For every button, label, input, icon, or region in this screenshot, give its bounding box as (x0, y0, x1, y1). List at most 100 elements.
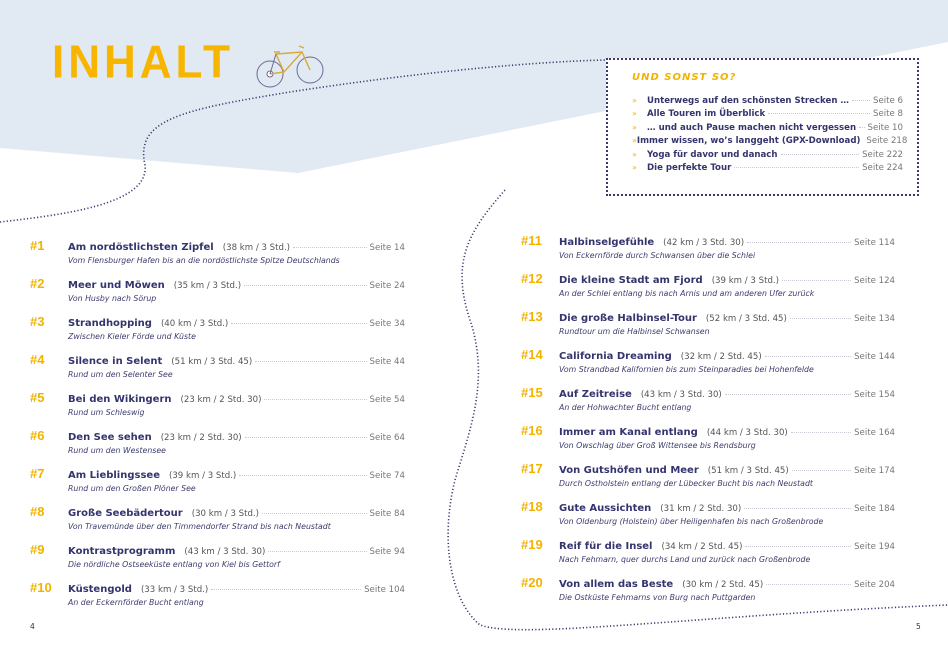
tour-subtitle: Durch Ostholstein entlang der Lübecker B… (559, 479, 813, 488)
dot-leader (255, 361, 367, 362)
toc-entry[interactable]: #14 California Dreaming (32 km / 2 Std. … (521, 347, 895, 385)
dot-leader (789, 318, 852, 319)
tour-page: Seite 84 (369, 509, 405, 519)
extras-item[interactable]: » Die perfekte Tour Seite 224 (632, 163, 903, 176)
tour-subtitle: Vom Flensburger Hafen bis an die nordöst… (68, 256, 340, 265)
tour-page: Seite 164 (854, 428, 895, 438)
tour-title: California Dreaming (559, 351, 672, 362)
tour-title: Von allem das Beste (559, 579, 674, 590)
toc-entry[interactable]: #7 Am Lieblingssee (39 km / 3 Std.) Seit… (30, 466, 405, 504)
tour-title: Von Gutshöfen und Meer (559, 465, 699, 476)
tour-distance-duration: (51 km / 3 Std. 45) (171, 357, 253, 367)
toc-entry[interactable]: #6 Den See sehen (23 km / 2 Std. 30) Sei… (30, 428, 405, 466)
tour-title: Strandhopping (68, 318, 152, 329)
extras-item[interactable]: » Immer wissen, wo’s langgeht (GPX-Downl… (632, 136, 907, 149)
tour-title: Den See sehen (68, 432, 152, 443)
toc-entry[interactable]: #11 Halbinselgefühle (42 km / 3 Std. 30)… (521, 233, 895, 271)
dot-leader (781, 280, 852, 281)
tour-distance-duration: (43 km / 3 Std. 30) (184, 547, 266, 557)
tour-subtitle: Rund um den Westensee (68, 446, 166, 455)
toc-entry[interactable]: #8 Große Seebädertour (30 km / 3 Std.) S… (30, 504, 405, 542)
toc-entry[interactable]: #13 Die große Halbinsel-Tour (52 km / 3 … (521, 309, 895, 347)
tour-subtitle: Rund um den Großen Plöner See (68, 484, 196, 493)
dot-leader (724, 394, 852, 395)
toc-entry[interactable]: #12 Die kleine Stadt am Fjord (39 km / 3… (521, 271, 895, 309)
extras-item-title: … und auch Pause machen nicht vergessen (647, 122, 857, 133)
tour-page: Seite 54 (369, 395, 405, 405)
extras-item[interactable]: » Yoga für davor und danach Seite 222 (632, 150, 903, 163)
tour-title: Am nordöstlichsten Zipfel (68, 242, 214, 253)
tour-subtitle: An der Hohwachter Bucht entlang (559, 403, 692, 412)
tour-subtitle: Zwischen Kieler Förde und Küste (68, 332, 196, 341)
tour-distance-duration: (42 km / 3 Std. 30) (663, 238, 745, 248)
tour-subtitle: Von Eckernförde durch Schwansen über die… (559, 251, 756, 260)
page-title: INHALT (52, 36, 235, 89)
toc-entry[interactable]: #20 Von allem das Beste (30 km / 2 Std. … (521, 575, 895, 613)
toc-entry[interactable]: #18 Gute Aussichten (31 km / 2 Std. 30) … (521, 499, 895, 537)
extras-item[interactable]: » Unterwegs auf den schönsten Strecken …… (632, 96, 903, 109)
tour-number: #17 (521, 461, 543, 476)
tour-distance-duration: (34 km / 2 Std. 45) (661, 542, 743, 552)
tour-page: Seite 114 (854, 238, 895, 248)
double-chevron-icon: » (632, 109, 637, 119)
tour-page: Seite 104 (364, 585, 405, 595)
tour-page: Seite 44 (369, 357, 405, 367)
toc-entry[interactable]: #4 Silence in Selent (51 km / 3 Std. 45)… (30, 352, 405, 390)
tour-number: #12 (521, 271, 543, 286)
tour-subtitle: Die nördliche Ostseeküste entlang von Ki… (68, 560, 280, 569)
tour-distance-duration: (30 km / 2 Std. 45) (682, 580, 764, 590)
toc-entry[interactable]: #9 Kontrastprogramm (43 km / 3 Std. 30) … (30, 542, 405, 580)
toc-entry[interactable]: #17 Von Gutshöfen und Meer (51 km / 3 St… (521, 461, 895, 499)
tour-distance-duration: (38 km / 3 Std.) (222, 243, 291, 253)
tour-number: #5 (30, 390, 45, 405)
extras-item[interactable]: » … und auch Pause machen nicht vergesse… (632, 123, 903, 136)
dot-leader (239, 475, 367, 476)
dot-leader (744, 508, 852, 509)
extras-item-title: Yoga für davor und danach (647, 149, 778, 160)
toc-entry[interactable]: #1 Am nordöstlichsten Zipfel (38 km / 3 … (30, 238, 405, 276)
toc-entry[interactable]: #16 Immer am Kanal entlang (44 km / 3 St… (521, 423, 895, 461)
double-chevron-icon: » (632, 122, 637, 132)
dot-leader (766, 584, 852, 585)
dotted-route-top (0, 59, 607, 223)
double-chevron-icon: » (632, 149, 637, 159)
dot-leader (745, 546, 852, 547)
dot-leader (859, 126, 865, 128)
extras-item-page: Seite 8 (873, 109, 903, 120)
tour-number: #7 (30, 466, 45, 481)
toc-entry[interactable]: #19 Reif für die Insel (34 km / 2 Std. 4… (521, 537, 895, 575)
toc-entry[interactable]: #3 Strandhopping (40 km / 3 Std.) Seite … (30, 314, 405, 352)
tour-page: Seite 134 (854, 314, 895, 324)
tour-distance-duration: (35 km / 3 Std.) (173, 281, 242, 291)
tour-distance-duration: (39 km / 3 Std.) (711, 276, 779, 286)
toc-entry[interactable]: #10 Küstengold (33 km / 3 Std.) Seite 10… (30, 580, 405, 618)
tour-subtitle: Von Owschlag über Groß Wittensee bis Ren… (559, 441, 756, 450)
dot-leader (791, 470, 852, 471)
tour-page: Seite 124 (854, 276, 895, 286)
extras-box: UND SONST SO? » Unterwegs auf den schöns… (606, 58, 919, 196)
tour-number: #3 (30, 314, 45, 329)
dot-leader (852, 100, 870, 101)
double-chevron-icon: » (632, 162, 637, 172)
tour-distance-duration: (51 km / 3 Std. 45) (707, 466, 789, 476)
tour-distance-duration: (31 km / 2 Std. 30) (660, 504, 742, 514)
toc-entry[interactable]: #5 Bei den Wikingern (23 km / 2 Std. 30)… (30, 390, 405, 428)
tour-subtitle: Rundtour um die Halbinsel Schwansen (559, 327, 710, 336)
dot-leader (244, 285, 367, 286)
tour-page: Seite 194 (854, 542, 895, 552)
extras-item-page: Seite 222 (862, 149, 903, 160)
toc-entry[interactable]: #15 Auf Zeitreise (43 km / 3 Std. 30) Se… (521, 385, 895, 423)
extras-heading: UND SONST SO? (632, 72, 737, 83)
toc-entry[interactable]: #2 Meer und Möwen (35 km / 3 Std.) Seite… (30, 276, 405, 314)
tour-number: #8 (30, 504, 45, 519)
extras-item-page: Seite 224 (862, 162, 903, 173)
tour-subtitle: Von Travemünde über den Timmendorfer Str… (68, 522, 331, 531)
tour-title: Silence in Selent (68, 356, 163, 367)
tour-number: #9 (30, 542, 45, 557)
dot-leader (790, 432, 852, 433)
extras-item[interactable]: » Alle Touren im Überblick Seite 8 (632, 109, 903, 122)
dot-leader (747, 242, 852, 243)
tour-title: Meer und Möwen (68, 280, 165, 291)
tour-title: Die kleine Stadt am Fjord (559, 275, 703, 286)
